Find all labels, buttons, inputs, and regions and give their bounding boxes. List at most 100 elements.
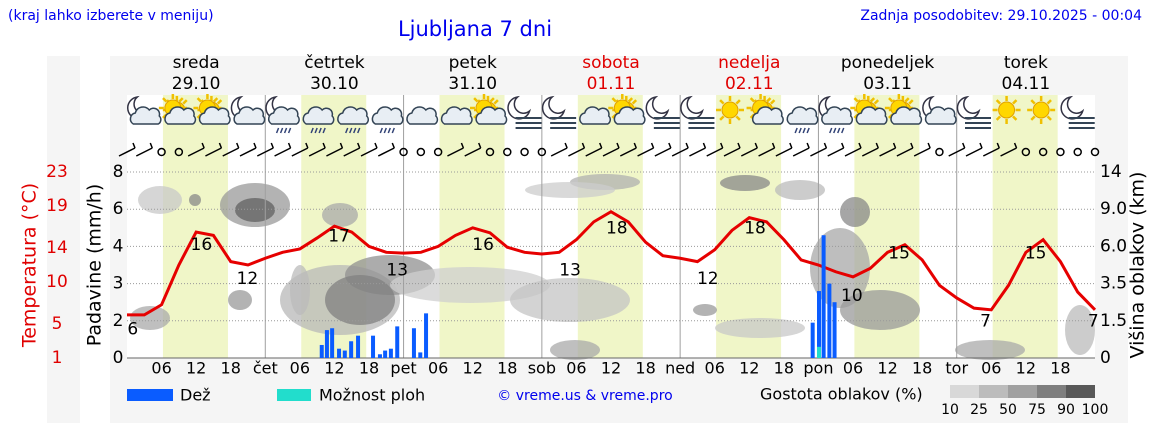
icon-moon <box>956 95 981 120</box>
temp-label: 17 <box>328 227 350 247</box>
y2-tick-label: 3.5 <box>1100 274 1127 294</box>
icon-cloud <box>855 106 888 125</box>
temp-label: 16 <box>191 235 213 255</box>
wind-barb <box>965 142 983 157</box>
x-tick-label: 06 <box>290 359 310 378</box>
temp-label: 16 <box>472 235 494 255</box>
wind-barb <box>1000 142 1018 157</box>
cloud-density-area <box>1065 305 1095 355</box>
x-tick-label: 18 <box>497 359 517 378</box>
x-tick-label: 18 <box>359 359 379 378</box>
x-tick-label: čet <box>253 359 278 378</box>
wind-barb <box>602 142 620 157</box>
icon-ray <box>162 97 168 103</box>
icon-cloud <box>337 106 369 125</box>
day-name: petek <box>449 53 497 73</box>
cloud-legend-label: 50 <box>999 402 1017 418</box>
cloud-legend-swatch <box>1008 385 1037 398</box>
icon-cloud <box>406 106 439 125</box>
icon-ray <box>216 99 223 105</box>
wind-barb <box>706 142 724 157</box>
wind-calm <box>416 147 426 157</box>
precip-bar <box>388 348 393 358</box>
cloud-density-area <box>840 197 870 227</box>
temp-axis-title: Temperatura (°C) <box>19 183 41 348</box>
precip-bar <box>817 291 822 358</box>
icon-ray <box>719 115 725 121</box>
wind-barb <box>948 142 966 157</box>
cloud-density-area <box>510 278 630 322</box>
wind-barb <box>343 142 361 157</box>
icon-cloud <box>613 106 646 125</box>
icon-cloud <box>752 106 784 125</box>
precip-bar <box>821 235 826 358</box>
wind-barb <box>792 142 810 157</box>
icon-cloud <box>302 106 335 125</box>
wind-barb <box>291 142 309 157</box>
icon-rain <box>794 127 802 134</box>
wind-barb <box>118 142 136 157</box>
x-tick-label: sob <box>528 359 556 378</box>
icon-cloud <box>890 106 923 125</box>
cloud-legend-swatch <box>950 385 979 398</box>
wind-calm <box>399 147 408 157</box>
temp-label: 6 <box>127 320 138 340</box>
legend-swatch <box>127 389 173 401</box>
icon-moon <box>1060 95 1085 120</box>
wind-barb <box>326 142 344 157</box>
x-tick-label: 12 <box>601 359 621 378</box>
x-tick-label: 12 <box>1016 359 1036 378</box>
wind-barb <box>585 142 603 157</box>
x-tick-label: tor <box>945 359 968 378</box>
wind-calm <box>935 147 944 157</box>
icon-cloud <box>786 106 819 125</box>
temp-label: 13 <box>559 261 581 281</box>
x-tick-label: 18 <box>635 359 655 378</box>
icon-ray <box>1030 115 1036 121</box>
cloud-legend-label: 90 <box>1057 402 1075 418</box>
temp-tick-label: 19 <box>46 196 68 216</box>
legend-label: Dež <box>180 386 211 405</box>
wind-barb <box>637 142 655 157</box>
icon-cloud <box>475 106 508 125</box>
wind-barb <box>550 142 568 157</box>
icon-ray <box>178 97 184 103</box>
icon-rain <box>275 127 284 134</box>
wind-calm <box>174 147 184 157</box>
temp-label: 15 <box>888 244 910 264</box>
x-tick-label: 06 <box>566 359 586 378</box>
chart-title: Ljubljana 7 dni <box>398 17 552 41</box>
day-date: 29.10 <box>172 74 221 94</box>
wind-calm <box>520 147 529 157</box>
temp-label: 18 <box>606 218 628 238</box>
wind-calm <box>1073 147 1082 157</box>
cloud-legend-label: 10 <box>941 402 959 418</box>
wind-barb <box>861 142 879 157</box>
icon-ray <box>735 115 741 121</box>
wind-barb <box>619 142 637 157</box>
temp-label: 15 <box>1025 244 1047 264</box>
x-tick-label: 12 <box>463 359 483 378</box>
icon-rain <box>345 127 353 134</box>
x-tick-label: 06 <box>428 359 448 378</box>
cloud-density-area <box>138 186 182 214</box>
icon-cloud <box>268 106 300 125</box>
cloud-legend-swatch <box>979 385 1008 398</box>
wind-calm <box>537 147 547 157</box>
icon-ray <box>493 99 499 105</box>
copyright[interactable]: © vreme.us & vreme.pro <box>497 388 672 404</box>
icon-ray <box>1046 115 1052 121</box>
cloud-density-area <box>525 182 615 198</box>
icon-ray <box>749 97 756 103</box>
wind-barb <box>689 142 707 157</box>
day-date: 31.10 <box>448 74 497 94</box>
cloud-density-area <box>189 194 201 206</box>
wind-barb <box>568 142 586 157</box>
icon-ray <box>1046 99 1052 105</box>
x-tick-label: pon <box>803 359 833 378</box>
wind-barb <box>135 142 153 157</box>
icon-cloud <box>129 106 162 125</box>
cloud-density-area <box>775 180 825 200</box>
x-tick-label: 06 <box>843 359 863 378</box>
